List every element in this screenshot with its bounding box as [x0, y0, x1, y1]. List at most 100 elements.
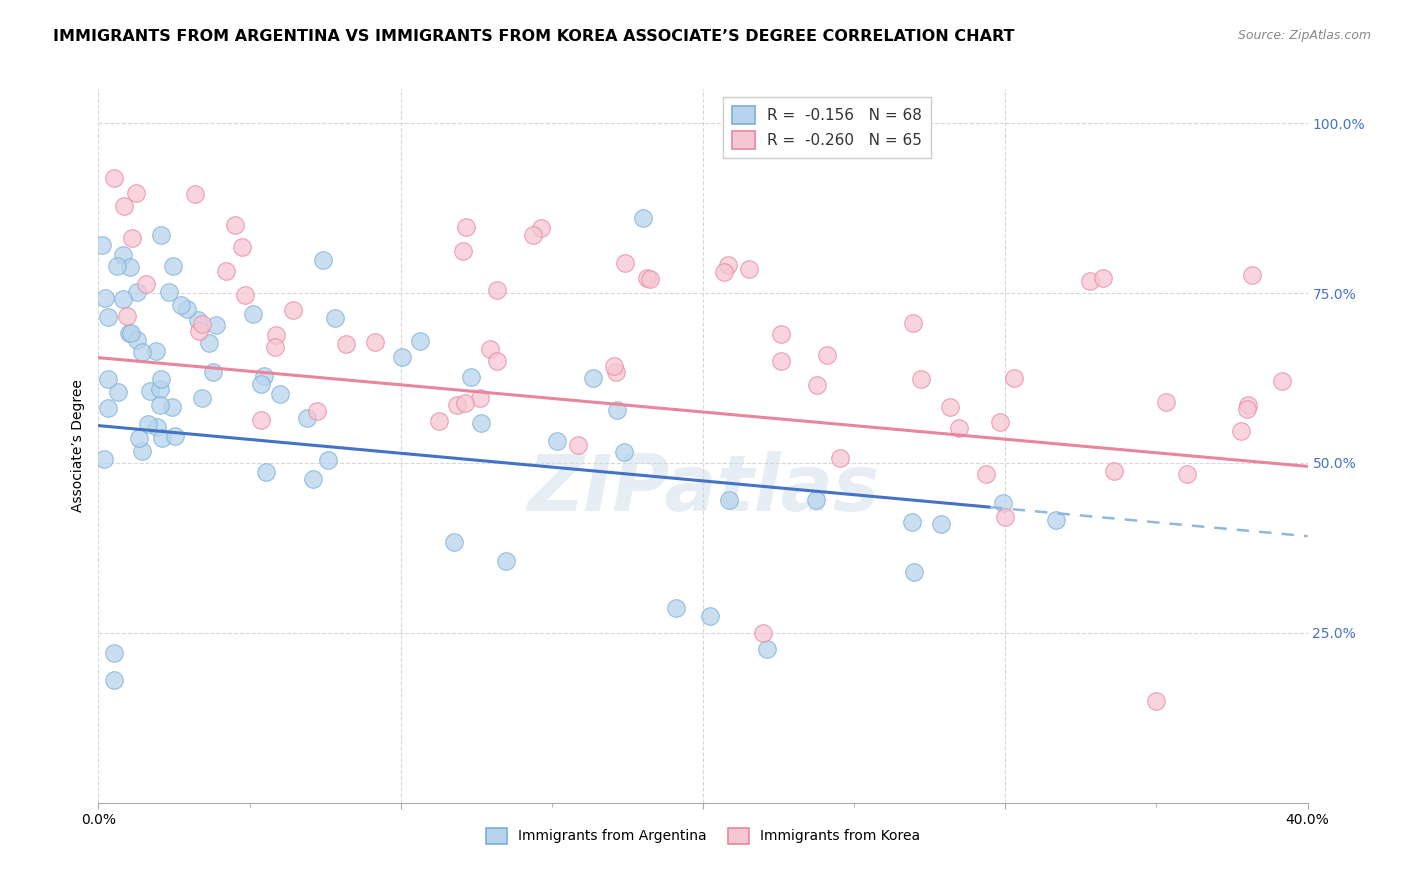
Point	[149, 382, 172, 396]
Point	[988, 415, 1011, 429]
Point	[613, 444, 636, 458]
Point	[127, 333, 149, 347]
Point	[118, 326, 141, 340]
Point	[468, 391, 491, 405]
Point	[146, 419, 169, 434]
Point	[460, 370, 482, 384]
Point	[97, 371, 120, 385]
Point	[145, 344, 167, 359]
Point	[427, 413, 450, 427]
Point	[125, 186, 148, 200]
Point	[1237, 398, 1260, 412]
Point	[717, 258, 740, 272]
Point	[631, 211, 654, 226]
Point	[131, 444, 153, 458]
Point	[665, 600, 688, 615]
Point	[1154, 395, 1177, 409]
Point	[752, 626, 775, 640]
Point	[184, 186, 207, 201]
Point	[991, 496, 1014, 510]
Point	[495, 554, 517, 568]
Point	[233, 288, 256, 302]
Point	[1002, 370, 1025, 384]
Point	[830, 450, 852, 465]
Point	[903, 565, 925, 579]
Point	[1102, 464, 1125, 478]
Point	[112, 199, 135, 213]
Point	[264, 327, 287, 342]
Point	[335, 337, 357, 351]
Point	[713, 265, 735, 279]
Point	[470, 417, 492, 431]
Point	[1230, 425, 1253, 439]
Point	[603, 359, 626, 373]
Point	[312, 253, 335, 268]
Point	[128, 431, 150, 445]
Point	[522, 227, 544, 242]
Point	[1236, 401, 1258, 416]
Point	[1092, 270, 1115, 285]
Point	[103, 646, 125, 660]
Point	[120, 260, 142, 275]
Point	[948, 421, 970, 435]
Text: IMMIGRANTS FROM ARGENTINA VS IMMIGRANTS FROM KOREA ASSOCIATE’S DEGREE CORRELATIO: IMMIGRANTS FROM ARGENTINA VS IMMIGRANTS …	[53, 29, 1015, 44]
Point	[901, 316, 924, 330]
Point	[160, 400, 183, 414]
Point	[112, 248, 135, 262]
Point	[107, 384, 129, 399]
Point	[605, 365, 627, 379]
Point	[363, 334, 385, 349]
Legend: Immigrants from Argentina, Immigrants from Korea: Immigrants from Argentina, Immigrants fr…	[481, 822, 925, 849]
Point	[305, 404, 328, 418]
Point	[929, 516, 952, 531]
Point	[103, 170, 125, 185]
Point	[391, 350, 413, 364]
Point	[699, 609, 721, 624]
Point	[253, 369, 276, 384]
Point	[91, 237, 114, 252]
Point	[125, 285, 148, 299]
Point	[443, 534, 465, 549]
Point	[224, 218, 246, 232]
Point	[770, 354, 793, 368]
Point	[103, 673, 125, 688]
Point	[755, 641, 778, 656]
Point	[454, 396, 477, 410]
Point	[718, 492, 741, 507]
Point	[191, 391, 214, 405]
Point	[135, 277, 157, 292]
Point	[120, 326, 142, 341]
Point	[939, 400, 962, 414]
Point	[301, 472, 323, 486]
Point	[205, 318, 228, 332]
Point	[105, 260, 128, 274]
Point	[149, 371, 172, 385]
Point	[994, 510, 1017, 524]
Point	[191, 317, 214, 331]
Y-axis label: Associate’s Degree: Associate’s Degree	[72, 380, 86, 512]
Point	[582, 371, 605, 385]
Point	[150, 228, 173, 243]
Point	[1270, 374, 1292, 388]
Text: Source: ZipAtlas.com: Source: ZipAtlas.com	[1237, 29, 1371, 42]
Point	[1144, 694, 1167, 708]
Point	[187, 324, 209, 338]
Point	[136, 417, 159, 432]
Point	[640, 272, 662, 286]
Point	[94, 291, 117, 305]
Point	[815, 348, 838, 362]
Point	[606, 403, 628, 417]
Point	[242, 307, 264, 321]
Point	[231, 240, 253, 254]
Point	[97, 310, 120, 324]
Point	[1241, 268, 1264, 282]
Point	[254, 465, 277, 479]
Point	[454, 220, 477, 235]
Point	[162, 260, 184, 274]
Point	[198, 335, 221, 350]
Point	[131, 345, 153, 359]
Point	[93, 452, 115, 467]
Point	[202, 365, 225, 379]
Point	[804, 492, 827, 507]
Point	[263, 340, 285, 354]
